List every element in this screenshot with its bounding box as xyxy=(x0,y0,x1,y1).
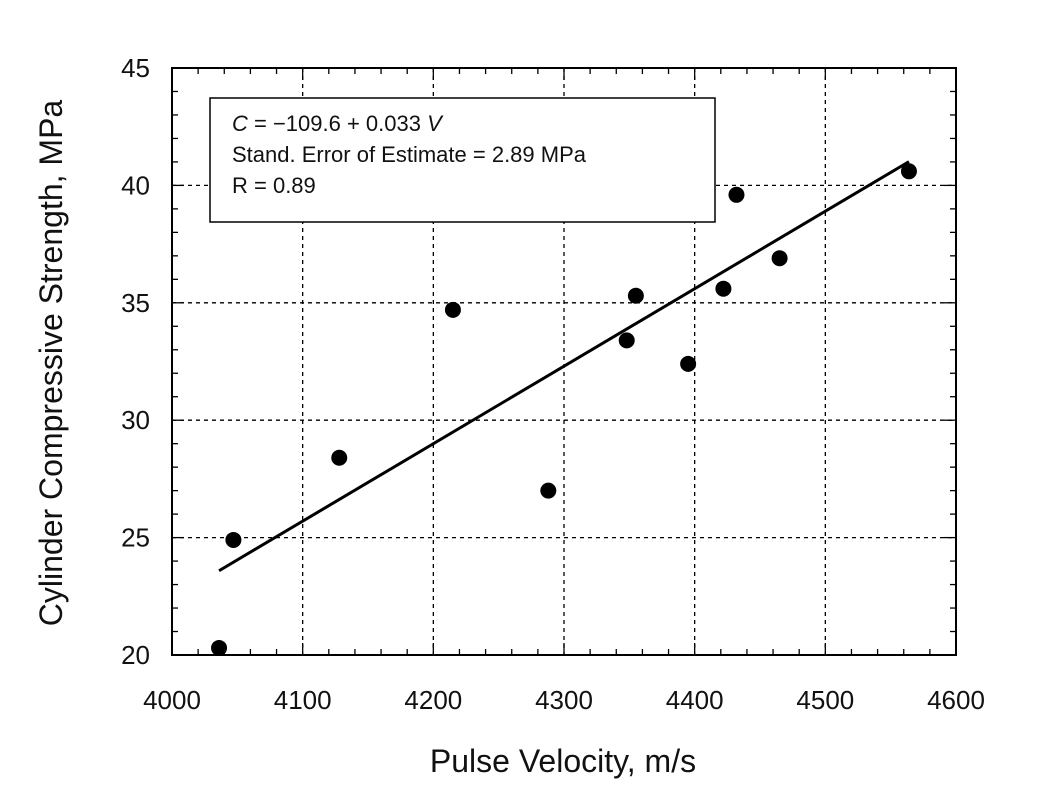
x-tick-label: 4000 xyxy=(143,685,201,715)
x-tick-label: 4600 xyxy=(927,685,985,715)
equation-body: = −109.6 + 0.033 xyxy=(248,111,427,136)
equation-variable-c: C xyxy=(232,111,248,136)
y-tick-label: 20 xyxy=(121,640,150,670)
data-point xyxy=(728,186,745,203)
x-tick-label: 4500 xyxy=(796,685,854,715)
x-tick-label: 4100 xyxy=(274,685,332,715)
equation-variable-v: V xyxy=(427,111,444,136)
y-tick-label: 40 xyxy=(121,170,150,200)
regression-line xyxy=(218,160,910,573)
y-tick-label: 30 xyxy=(121,405,150,435)
y-tick-label: 35 xyxy=(121,288,150,318)
data-point xyxy=(444,301,461,318)
standard-error-text: Stand. Error of Estimate = 2.89 MPa xyxy=(232,142,587,167)
data-point xyxy=(225,531,242,548)
x-tick-label: 4400 xyxy=(666,685,724,715)
plot-frame xyxy=(171,67,957,656)
data-point xyxy=(618,332,635,349)
data-point xyxy=(211,639,228,656)
data-point xyxy=(900,163,917,180)
data-points xyxy=(211,163,917,656)
x-axis-label: Pulse Velocity, m/s xyxy=(430,743,696,779)
y-tick-label: 25 xyxy=(121,523,150,553)
data-point xyxy=(715,280,732,297)
data-point xyxy=(680,355,697,372)
y-tick-label: 45 xyxy=(121,53,150,83)
x-tick-label: 4300 xyxy=(535,685,593,715)
data-point xyxy=(627,287,644,304)
data-point xyxy=(771,250,788,267)
x-tick-labels: 4000 4100 4200 4300 4400 4500 4600 xyxy=(143,685,985,715)
r-value-text: R = 0.89 xyxy=(232,173,316,198)
x-tick-label: 4200 xyxy=(404,685,462,715)
annotation-box: C = −109.6 + 0.033 V Stand. Error of Est… xyxy=(209,97,716,223)
regression-line-layer xyxy=(218,160,910,573)
y-tick-labels: 20 25 30 35 40 45 xyxy=(121,53,150,670)
data-point xyxy=(540,482,557,499)
y-axis-label: Cylinder Compressive Strength, MPa xyxy=(33,100,69,627)
equation-text: C = −109.6 + 0.033 V xyxy=(232,111,444,136)
data-point xyxy=(331,449,348,466)
